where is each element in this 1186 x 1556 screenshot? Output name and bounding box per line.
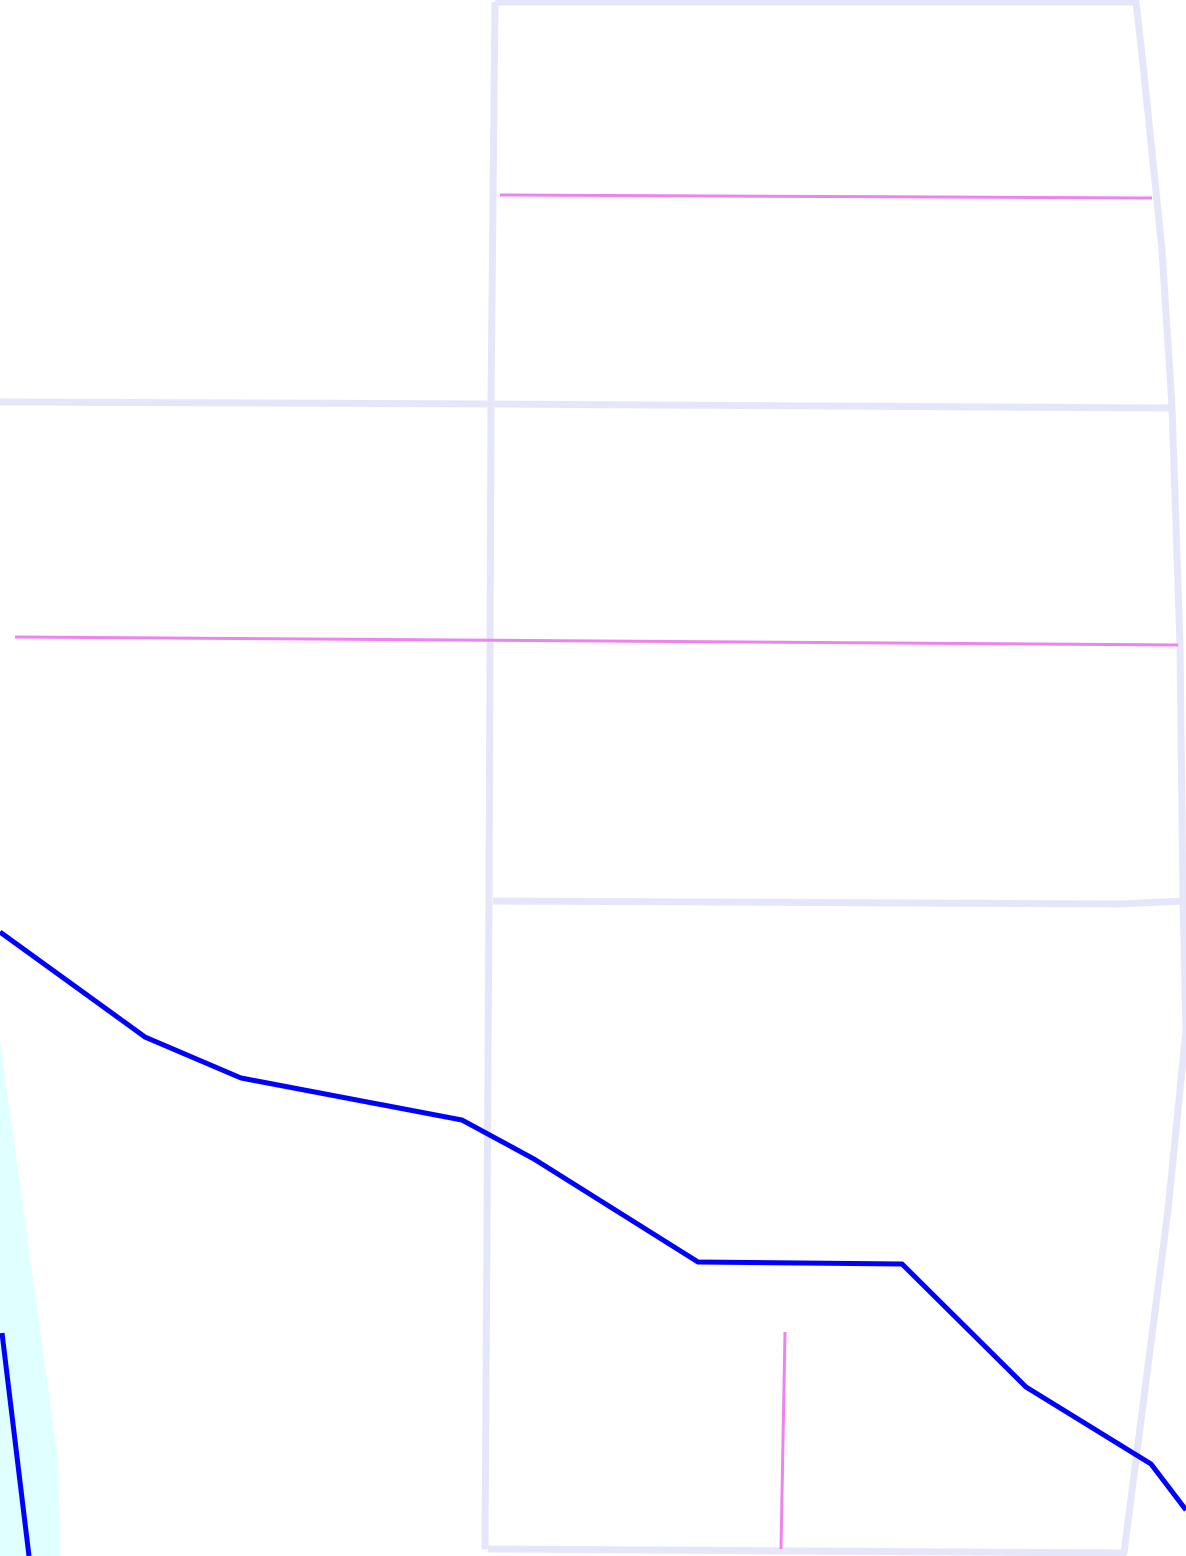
road-block-outline[interactable] [487, 0, 1186, 1556]
footways [14, 193, 1179, 1550]
waterway-stream[interactable] [0, 929, 1186, 1512]
footway-south-vertical[interactable] [779, 1331, 787, 1550]
waterways [0, 929, 1186, 1556]
water-area [0, 1040, 60, 1556]
road-horizontal-upper[interactable] [0, 398, 1171, 412]
road-horizontal-lower[interactable] [492, 897, 1185, 908]
waterway-stream-west[interactable] [0, 1332, 32, 1556]
footway-middle[interactable] [14, 635, 1179, 647]
road-vertical-west[interactable] [481, 1, 499, 1550]
footway-upper[interactable] [499, 193, 1153, 200]
